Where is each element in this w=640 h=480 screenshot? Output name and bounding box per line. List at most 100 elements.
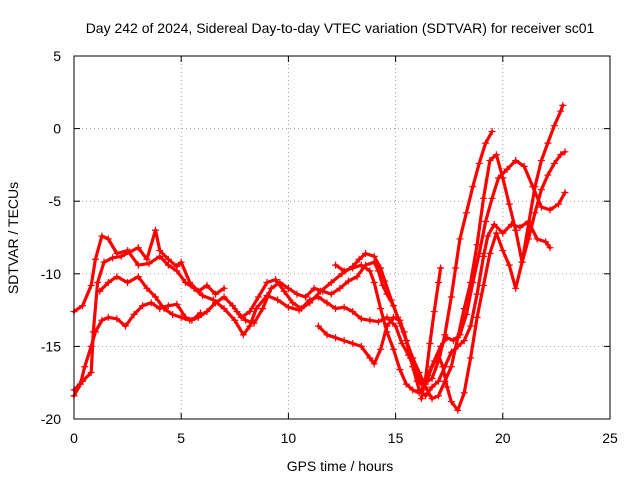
data-point: [87, 281, 95, 289]
data-point: [374, 318, 382, 326]
data-point: [130, 310, 138, 318]
data-point: [100, 258, 108, 266]
data-point: [473, 241, 481, 249]
data-point: [492, 229, 500, 237]
data-point: [327, 279, 335, 287]
data-point: [428, 395, 436, 403]
data-point: [480, 252, 488, 260]
x-tick-labels: 0 5 10 15 20 25: [70, 430, 618, 446]
data-point: [160, 305, 168, 313]
data-point: [314, 293, 322, 301]
data-point: [480, 281, 488, 289]
data-point: [377, 305, 385, 313]
data-point: [383, 328, 391, 336]
data-point: [194, 287, 202, 295]
data-point: [353, 273, 361, 281]
y-axis-label: SDTVAR / TECUs: [5, 182, 21, 294]
data-point: [302, 293, 310, 301]
data-point: [151, 226, 159, 234]
data-point: [164, 255, 172, 263]
data-point: [488, 194, 496, 202]
data-point: [557, 151, 565, 159]
data-point: [370, 258, 378, 266]
data-point: [276, 279, 284, 287]
data-point: [398, 339, 406, 347]
data-point: [561, 188, 569, 196]
data-point: [203, 281, 211, 289]
data-point: [428, 374, 436, 382]
data-point: [274, 296, 282, 304]
data-point: [254, 293, 262, 301]
data-point: [443, 383, 451, 391]
data-point: [486, 249, 494, 257]
data-point: [374, 267, 382, 275]
data-point: [452, 264, 460, 272]
data-point: [484, 232, 492, 240]
data-point: [454, 334, 462, 342]
data-point: [561, 148, 569, 156]
data-point: [396, 366, 404, 374]
data-point: [467, 279, 475, 287]
data-point: [263, 279, 271, 287]
data-point: [79, 302, 87, 310]
data-point: [284, 303, 292, 311]
data-point: [239, 331, 247, 339]
data-point: [357, 315, 365, 323]
data-point: [233, 308, 241, 316]
data-point: [505, 261, 513, 269]
series-sat-a: [70, 128, 496, 388]
data-point: [91, 255, 99, 263]
data-point: [439, 363, 447, 371]
data-point: [473, 313, 481, 321]
data-point: [434, 279, 442, 287]
data-point: [426, 339, 434, 347]
data-point: [379, 281, 387, 289]
data-point: [499, 229, 507, 237]
data-point: [113, 273, 121, 281]
data-point: [555, 200, 563, 208]
y-tick-labels: -20 -15 -10 -5 0 5: [41, 48, 61, 427]
data-point: [533, 235, 541, 243]
data-point: [306, 296, 314, 304]
x-tick-label: 5: [177, 430, 185, 446]
plot-frame: [73, 55, 611, 420]
series-line: [334, 103, 565, 412]
data-point: [499, 174, 507, 182]
x-tick-label: 0: [70, 430, 78, 446]
data-point: [194, 313, 202, 321]
y-tick-label: -10: [41, 266, 61, 282]
data-point: [156, 247, 164, 255]
data-point: [537, 157, 545, 165]
data-point: [434, 377, 442, 385]
data-point: [134, 261, 142, 269]
data-point: [370, 279, 378, 287]
data-point: [284, 284, 292, 292]
data-point: [417, 395, 425, 403]
data-point: [415, 369, 423, 377]
data-point: [344, 277, 352, 285]
data-point: [231, 316, 239, 324]
data-point: [492, 151, 500, 159]
data-point: [430, 308, 438, 316]
data-point: [246, 308, 254, 316]
data-point: [422, 374, 430, 382]
data-point: [462, 209, 470, 217]
data-point: [143, 284, 151, 292]
data-point: [177, 258, 185, 266]
data-point: [467, 322, 475, 330]
data-point: [147, 299, 155, 307]
data-point: [169, 310, 177, 318]
series-sat-e: [233, 218, 554, 400]
data-point: [121, 322, 129, 330]
data-point: [469, 183, 477, 191]
data-point: [516, 223, 524, 231]
data-point: [480, 194, 488, 202]
series-sat-c: [70, 226, 228, 394]
data-point: [525, 220, 533, 228]
data-point: [520, 162, 528, 170]
y-tick-label: -5: [49, 193, 62, 209]
data-point: [332, 334, 340, 342]
data-point: [467, 354, 475, 362]
data-point: [512, 157, 520, 165]
